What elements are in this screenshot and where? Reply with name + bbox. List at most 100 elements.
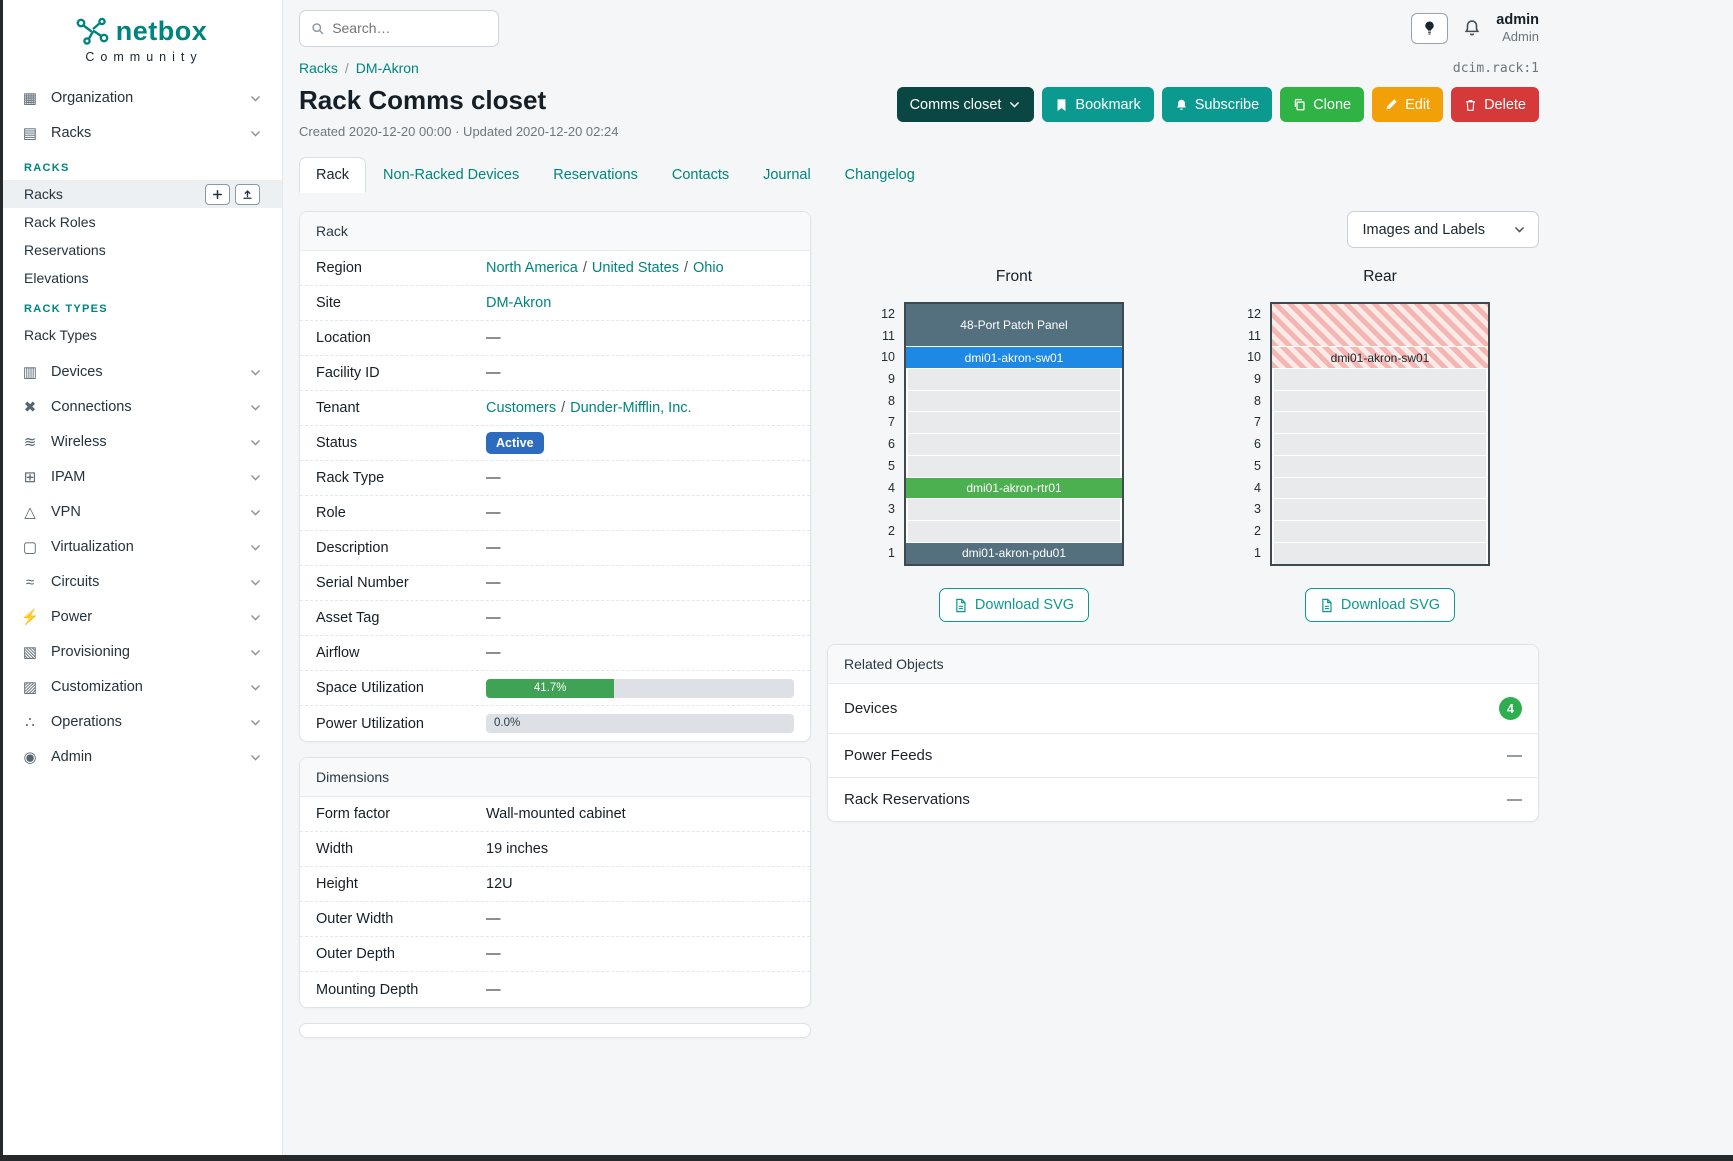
sidebar-item-label: Rack Types xyxy=(24,327,97,343)
search-input[interactable] xyxy=(332,20,487,36)
unit-number: 7 xyxy=(888,415,895,430)
tab-rack[interactable]: Rack xyxy=(299,157,367,193)
breadcrumb-row: Racks / DM-Akron dcim.rack:1 xyxy=(299,60,1539,76)
progress-fill: 41.7% xyxy=(486,678,615,698)
sidebar-section-header: RACK TYPES xyxy=(24,303,108,315)
rack-panel-title: Rack xyxy=(300,212,810,251)
breadcrumb-link-dm-akron[interactable]: DM-Akron xyxy=(355,60,419,76)
unit-number: 3 xyxy=(1254,502,1261,517)
sidebar-item-ipam[interactable]: ⊞ IPAM xyxy=(10,460,272,494)
sidebar-item-label: Circuits xyxy=(51,574,100,590)
bookmark-button[interactable]: Bookmark xyxy=(1042,87,1154,122)
tab-reservations[interactable]: Reservations xyxy=(553,167,638,183)
sidebar-item-rack-roles[interactable]: Rack Roles xyxy=(10,208,272,236)
download-svg-button-rear[interactable]: Download SVG xyxy=(1304,588,1456,623)
delete-button[interactable]: Delete xyxy=(1451,87,1539,122)
rack-device[interactable]: dmi01-akron-pdu01 xyxy=(906,542,1122,565)
elevation-toolbar: Images and Labels xyxy=(827,211,1539,248)
related-objects-title: Related Objects xyxy=(828,645,1538,685)
download-svg-button-front[interactable]: Download SVG xyxy=(938,588,1090,623)
sidebar-item-devices[interactable]: ▥ Devices xyxy=(10,355,272,389)
tab-non-racked-devices[interactable]: Non-Racked Devices xyxy=(383,167,520,183)
subscribe-button[interactable]: Subscribe xyxy=(1161,87,1273,122)
link-customers[interactable]: Customers xyxy=(486,400,557,416)
notifications-button[interactable] xyxy=(1463,19,1481,37)
link-dunder-mifflin-inc[interactable]: Dunder-Mifflin, Inc. xyxy=(570,400,692,416)
import-button[interactable] xyxy=(235,183,260,205)
row-label: Space Utilization xyxy=(316,680,424,696)
tab-bar: Rack Non-Racked Devices Reservations Contac… xyxy=(299,157,1539,193)
clone-button-label: Clone xyxy=(1313,96,1352,113)
images-labels-select-value: Images and Labels xyxy=(1362,221,1485,238)
sidebar-item-admin[interactable]: ◉ Admin xyxy=(10,740,272,774)
user-menu[interactable]: admin Admin xyxy=(1496,12,1539,44)
link-north-america[interactable]: North America xyxy=(486,260,578,276)
rack-slot-empty xyxy=(906,520,1122,543)
tab-contacts[interactable]: Contacts xyxy=(671,167,730,183)
sidebar-item-label: Provisioning xyxy=(51,644,130,660)
add-button[interactable] xyxy=(205,183,230,205)
row-label: Outer Depth xyxy=(316,946,395,962)
chevron-down-icon xyxy=(249,436,262,449)
comms-closet-dropdown[interactable]: Comms closet xyxy=(896,87,1035,122)
sidebar-item-organization[interactable]: ▦ Organization xyxy=(10,81,272,115)
dimensions-panel-rows: Form factor Wall-mounted cabinet Width 19 i… xyxy=(300,797,810,1007)
link-dm-akron[interactable]: DM-Akron xyxy=(486,295,552,311)
rack-device[interactable]: dmi01-akron-sw01 xyxy=(906,347,1122,370)
bookmark-button-label: Bookmark xyxy=(1075,96,1141,113)
breadcrumb-link-racks[interactable]: Racks xyxy=(299,60,338,76)
sidebar-item-operations[interactable]: ∴ Operations xyxy=(10,705,272,739)
rack-rear: 12 11 10 9 8 7 6 5 4 3 2 1 dmi01-akron-sw01 xyxy=(1242,302,1490,567)
copy-icon xyxy=(1293,98,1306,111)
sidebar-item-elevations[interactable]: Elevations xyxy=(10,264,272,292)
tab-journal[interactable]: Journal xyxy=(763,167,811,183)
progress-bar: 41.7% xyxy=(486,678,794,698)
related-row-power-feeds[interactable]: Power Feeds — xyxy=(828,734,1538,779)
rack-device[interactable]: dmi01-akron-sw01 xyxy=(1272,347,1488,370)
rack-panel: Rack Region North America / United States / O… xyxy=(299,211,811,742)
left-column: Rack Region North America / United States / O… xyxy=(299,211,811,1038)
unit-number: 2 xyxy=(1254,523,1261,538)
sidebar-item-provisioning[interactable]: ▧ Provisioning xyxy=(10,635,272,669)
netbox-logo[interactable]: netbox Community xyxy=(10,12,272,80)
unit-number: 3 xyxy=(888,502,895,517)
tab-changelog[interactable]: Changelog xyxy=(844,167,915,183)
sidebar-item-power[interactable]: ⚡ Power xyxy=(10,600,272,634)
clone-button[interactable]: Clone xyxy=(1280,87,1365,122)
sidebar-item-customization[interactable]: ▨ Customization xyxy=(10,670,272,704)
row-label: Facility ID xyxy=(316,365,380,381)
row-label: Region xyxy=(316,260,362,276)
next-panel-stub xyxy=(299,1023,811,1038)
sidebar-item-racks[interactable]: Racks xyxy=(0,180,282,208)
chevron-down-icon xyxy=(249,541,262,554)
edit-button[interactable]: Edit xyxy=(1372,87,1444,122)
chevron-down-icon xyxy=(249,646,262,659)
rack-device[interactable]: 48-Port Patch Panel xyxy=(906,304,1122,348)
search-box xyxy=(299,9,499,47)
chevron-down-icon xyxy=(249,611,262,624)
related-row-rack-reservations[interactable]: Rack Reservations — xyxy=(828,778,1538,821)
unit-number: 1 xyxy=(1254,545,1261,560)
sidebar-item-virtualization[interactable]: ▢ Virtualization xyxy=(10,530,272,564)
sidebar-item-wireless[interactable]: ≋ Wireless xyxy=(10,425,272,459)
sidebar-item-vpn[interactable]: △ VPN xyxy=(10,495,272,529)
row-value: — xyxy=(486,505,501,521)
sidebar-item-connections[interactable]: ✖ Connections xyxy=(10,390,272,424)
rack-row-serial-number: Serial Number — xyxy=(300,566,810,601)
pencil-icon xyxy=(1385,98,1398,111)
rack-row-location: Location — xyxy=(300,321,810,356)
related-row-devices[interactable]: Devices 4 xyxy=(828,684,1538,735)
theme-toggle-button[interactable] xyxy=(1411,12,1449,44)
sidebar-item-rack-types[interactable]: Rack Types xyxy=(10,321,272,349)
rack-device[interactable]: dmi01-akron-rtr01 xyxy=(906,477,1122,500)
link-ohio[interactable]: Ohio xyxy=(693,260,724,276)
images-labels-select[interactable]: Images and Labels xyxy=(1347,211,1539,248)
sidebar-item-circuits[interactable]: ≈ Circuits xyxy=(10,565,272,599)
dimension-row-form-factor: Form factor Wall-mounted cabinet xyxy=(300,797,810,832)
unit-number: 6 xyxy=(888,437,895,452)
sidebar-item-reservations[interactable]: Reservations xyxy=(10,236,272,264)
link-united-states[interactable]: United States xyxy=(591,260,679,276)
chevron-down-icon xyxy=(249,576,262,589)
sidebar-item-racks[interactable]: ▤ Racks xyxy=(10,116,272,150)
sidebar-item-label: Racks xyxy=(24,186,63,202)
